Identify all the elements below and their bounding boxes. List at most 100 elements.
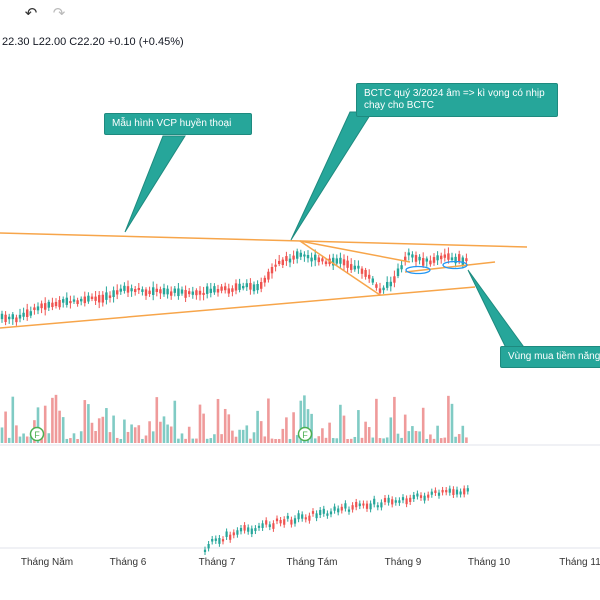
volume-bar (184, 438, 187, 443)
lower-candle (347, 506, 351, 515)
candle (292, 250, 295, 264)
volume-bar (4, 411, 7, 443)
lower-candle (412, 491, 415, 502)
lower-candle (308, 512, 311, 524)
lower-candle (430, 488, 433, 498)
volume-bar (22, 433, 25, 443)
volume-bar (256, 410, 259, 443)
volume-bar (249, 438, 252, 443)
candle (353, 260, 356, 272)
lower-candle (221, 536, 225, 545)
volume-bar (367, 427, 371, 443)
volume-bar (187, 426, 191, 443)
candle (90, 293, 94, 302)
candle (83, 291, 86, 307)
x-axis-label: Tháng 9 (384, 557, 422, 568)
lower-candle (261, 520, 264, 531)
candle (263, 275, 266, 287)
volume-bar (400, 437, 403, 443)
volume-bar (252, 432, 256, 443)
candle (130, 284, 133, 297)
volume-bar (151, 431, 155, 443)
lower-candle (423, 492, 426, 504)
volume-bar (227, 414, 231, 443)
candle (69, 295, 72, 309)
lower-candle (214, 535, 217, 544)
callout-vcp[interactable]: Mẫu hình VCP huyền thoại (104, 113, 252, 135)
volume-bar (454, 436, 457, 443)
highlight-ellipse (442, 260, 468, 270)
callout-bctc[interactable]: BCTC quý 3/2024 âm => kì vọng có nhịp ch… (356, 83, 558, 117)
lower-candle (398, 497, 401, 506)
volume-bar (439, 438, 443, 443)
lower-candle (365, 500, 369, 512)
candle (162, 283, 166, 297)
redo-arrow-icon[interactable]: ↷ (52, 5, 66, 22)
callout-buy-zone[interactable]: Vùng mua tiềm năng (500, 346, 600, 368)
volume-bar (83, 400, 87, 443)
volume-bar (393, 396, 396, 443)
candle (26, 303, 29, 321)
x-axis-label: Tháng 7 (198, 557, 236, 568)
volume-bar (90, 422, 94, 443)
volume-bar (421, 407, 425, 443)
lower-candle (225, 528, 228, 540)
lower-candle (441, 486, 444, 496)
volume-bar (349, 438, 353, 443)
volume-bar (195, 438, 198, 443)
volume-bar (382, 438, 385, 443)
lower-candle (275, 515, 279, 525)
support-line (404, 261, 496, 273)
lower-candle (405, 495, 408, 508)
candle (314, 249, 317, 267)
volume-bar (159, 421, 162, 443)
candle (339, 252, 342, 269)
volume-bar (432, 438, 436, 443)
candle (288, 253, 292, 268)
volume-bar (288, 438, 292, 443)
lower-candle (351, 502, 354, 513)
candle (386, 276, 389, 291)
volume-bar (357, 410, 360, 443)
candle (346, 255, 349, 274)
candle (303, 251, 306, 262)
volume-bar (18, 436, 22, 443)
volume-bar (115, 437, 119, 443)
volume-bar (285, 417, 288, 443)
candle (195, 288, 198, 300)
volume-bar (231, 430, 234, 443)
ohlc-legend: 22.30 L22.00 C22.20 +0.10 (+0.45%) (2, 36, 184, 48)
volume-bar (234, 436, 238, 443)
volume-bar (105, 408, 108, 443)
candle (101, 291, 104, 307)
volume-bar (360, 437, 364, 443)
candle (249, 278, 252, 295)
volume-bar (414, 430, 418, 443)
lower-candle (311, 508, 315, 517)
lower-candle (272, 520, 275, 532)
volume-bar (216, 398, 220, 443)
volume-bar (429, 434, 432, 443)
lower-candle (437, 489, 441, 499)
candle (94, 290, 97, 305)
volume-bar (457, 434, 461, 443)
candle (360, 266, 364, 279)
lower-candle (247, 524, 250, 535)
volume-bar (61, 417, 65, 443)
candle (15, 314, 18, 326)
lower-candle (236, 527, 239, 538)
volume-bar (173, 400, 177, 443)
volume-bar (29, 436, 33, 443)
candle (238, 278, 241, 293)
candlesticks (0, 247, 468, 326)
candle (58, 296, 61, 310)
lower-candle (416, 490, 419, 500)
lower-candle (358, 500, 361, 510)
volume-bar (51, 397, 54, 443)
volume-bar (15, 425, 18, 443)
volume-bar (72, 433, 76, 443)
trend-lines (0, 232, 528, 329)
undo-arrow-icon[interactable]: ↶ (24, 5, 38, 22)
candle (137, 282, 140, 294)
